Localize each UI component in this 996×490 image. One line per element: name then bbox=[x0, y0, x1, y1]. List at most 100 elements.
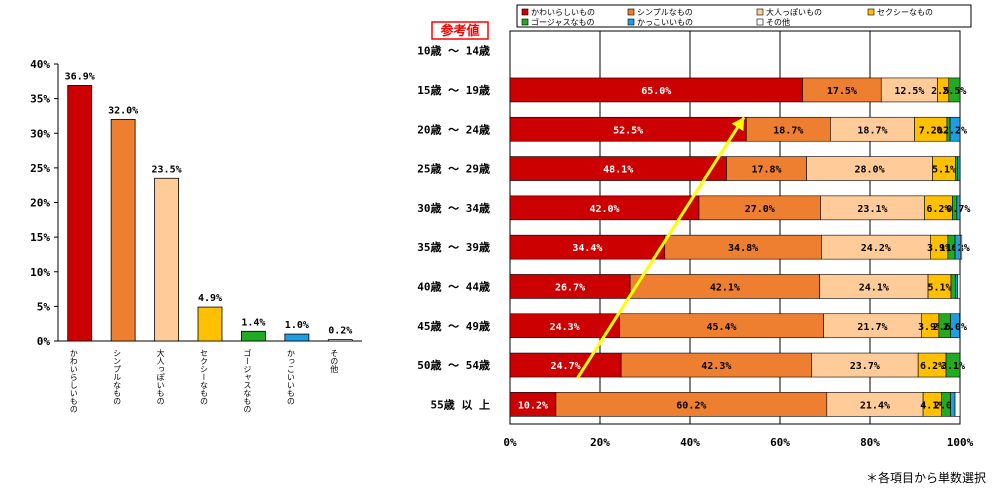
segment-label: 34.8% bbox=[728, 243, 758, 254]
bar-segment bbox=[726, 156, 807, 181]
bar bbox=[284, 333, 310, 342]
trend-arrow-head bbox=[731, 117, 744, 132]
segment-label: 4.1% bbox=[920, 400, 944, 411]
x-tick-label: 0% bbox=[503, 436, 517, 449]
category-label: 20歳 ～ 24歳 bbox=[417, 122, 490, 136]
bar-value-label: 32.0% bbox=[108, 105, 138, 116]
bar-value-label: 23.5% bbox=[152, 164, 182, 175]
bar-segment bbox=[664, 234, 822, 260]
bar-segment bbox=[806, 156, 933, 181]
bar-segment bbox=[945, 352, 961, 378]
legend-label: ゴージャスなもの bbox=[531, 17, 594, 27]
bar-value-label: 1.4% bbox=[241, 317, 265, 328]
category-label: かっこいいもの bbox=[286, 349, 295, 405]
bar-segment bbox=[830, 116, 915, 142]
y-tick-label: 25% bbox=[30, 162, 50, 175]
category-label: 25歳 ～ 29歳 bbox=[417, 162, 490, 176]
bar-segment bbox=[509, 116, 747, 142]
category-label: かわいらしいもの bbox=[69, 349, 78, 413]
legend-label: シンプルなもの bbox=[637, 8, 693, 17]
category-label: 10歳 ～ 14歳 bbox=[417, 44, 490, 58]
overall-bar-chart: 0% 5% 10% 15% 20% 25% 30% 35% 40% 36.9% かわいらしいもの 32… bbox=[30, 58, 362, 413]
footnote: ＊各項目から単数選択 bbox=[865, 471, 986, 485]
x-tick-label: 40% bbox=[680, 436, 700, 449]
bar-segment bbox=[629, 274, 820, 299]
bar-segment bbox=[745, 116, 831, 142]
segment-label: 42.1% bbox=[710, 282, 740, 293]
bar-segment bbox=[957, 274, 961, 299]
segment-label: 27.0% bbox=[745, 204, 775, 215]
bar bbox=[154, 177, 179, 342]
legend-swatch bbox=[756, 18, 764, 26]
bar-segment bbox=[509, 392, 557, 417]
segment-label: 18.7% bbox=[773, 125, 803, 136]
segment-label: 26.7% bbox=[555, 282, 585, 293]
category-label: その他 bbox=[330, 349, 339, 374]
segment-label: 21.7% bbox=[857, 322, 887, 333]
segment-label: 28.0% bbox=[854, 165, 884, 176]
bar-value-label: 1.0% bbox=[285, 320, 309, 331]
segment-label: 3.9% bbox=[927, 243, 951, 254]
y-tick-label: 10% bbox=[30, 266, 50, 279]
trend-arrow-line bbox=[576, 116, 746, 379]
segment-label: 6.2% bbox=[920, 361, 944, 372]
bar-segment bbox=[619, 313, 824, 339]
legend-label: セクシーなもの bbox=[877, 8, 933, 17]
bar-segment bbox=[955, 274, 959, 299]
y-tick-label: 30% bbox=[30, 127, 50, 140]
bar-segment bbox=[948, 77, 961, 103]
category-label: 55歳 以 上 bbox=[431, 397, 491, 411]
y-tick-label: 0% bbox=[37, 335, 51, 348]
bar-segment bbox=[949, 116, 961, 142]
segment-label: 12.5% bbox=[894, 86, 924, 97]
category-label: セクシーなもの bbox=[200, 349, 209, 405]
legend-label: かっこいいもの bbox=[637, 18, 693, 27]
y-tick-label: 15% bbox=[30, 231, 50, 244]
segment-label: 24.3% bbox=[550, 322, 580, 333]
category-label: 45歳 ～ 49歳 bbox=[417, 319, 490, 333]
legend-swatch bbox=[867, 8, 875, 16]
bar-segment bbox=[509, 352, 622, 378]
segment-label: 24.7% bbox=[551, 361, 581, 372]
bar-segment bbox=[950, 274, 956, 299]
segment-label: 5.1% bbox=[932, 165, 956, 176]
bar-segment bbox=[698, 195, 821, 221]
category-label: 大人っぽいもの bbox=[156, 348, 165, 405]
segment-label: 7.2% bbox=[919, 125, 943, 136]
reference-tag-label: 参考値 bbox=[440, 23, 479, 39]
segment-label: 1.6% bbox=[939, 243, 963, 254]
segment-label: 5.1% bbox=[927, 282, 951, 293]
bar-segment bbox=[509, 156, 727, 181]
segment-label: 2.0% bbox=[943, 322, 967, 333]
legend-swatch bbox=[627, 18, 635, 26]
segment-label: 2.6% bbox=[933, 322, 957, 333]
legend-label: かわいらしいもの bbox=[531, 8, 595, 17]
segment-label: 48.1% bbox=[603, 165, 633, 176]
bar-segment bbox=[823, 313, 922, 339]
bar-segment bbox=[956, 195, 961, 221]
bar-segment bbox=[555, 392, 828, 417]
segment-label: 2.0% bbox=[934, 400, 958, 411]
bar-segment bbox=[826, 392, 924, 417]
segment-label: 17.8% bbox=[751, 165, 781, 176]
y-tick-label: 40% bbox=[30, 58, 50, 71]
bar-segment bbox=[955, 156, 959, 181]
x-tick-label: 60% bbox=[770, 436, 790, 449]
segment-label: 0.7% bbox=[946, 204, 970, 215]
age-stacked-bar-chart: 0% 20% 40% 60% 80% 100% 10歳 ～ 14歳 15歳 ～ 19歳 65.0… bbox=[417, 30, 974, 449]
segment-label: 18.7% bbox=[857, 125, 887, 136]
bar-segment bbox=[620, 352, 812, 378]
bar-value-label: 4.9% bbox=[198, 293, 222, 304]
legend-swatch bbox=[521, 8, 529, 16]
category-label: 40歳 ～ 44歳 bbox=[417, 279, 490, 293]
legend-label: その他 bbox=[766, 17, 790, 27]
bar-value-label: 0.2% bbox=[328, 326, 352, 337]
segment-label: 42.3% bbox=[701, 361, 731, 372]
reference-tag: 参考値 bbox=[431, 21, 489, 40]
bar bbox=[67, 85, 93, 342]
bar-segment bbox=[957, 156, 961, 181]
category-label: 50歳 ～ 54歳 bbox=[417, 358, 490, 372]
segment-label: 23.7% bbox=[850, 361, 880, 372]
